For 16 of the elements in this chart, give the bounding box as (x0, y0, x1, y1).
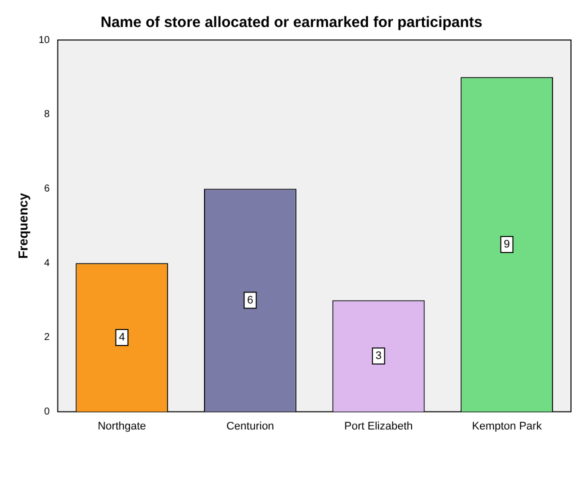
x-tick-label: Port Elizabeth (344, 420, 413, 432)
y-tick-label: 0 (44, 406, 50, 418)
y-tick-label: 4 (44, 258, 50, 269)
data-label: 9 (504, 238, 510, 251)
chart-title: Name of store allocated or earmarked for participants (100, 14, 482, 32)
y-tick-label: 10 (38, 34, 50, 46)
data-label: 6 (247, 294, 254, 306)
x-tick-label: Centurion (226, 420, 274, 432)
y-tick-label: 2 (44, 332, 50, 344)
data-label: 3 (375, 350, 382, 362)
y-tick-label: 8 (44, 109, 50, 120)
y-axis-title: Frequency (15, 192, 30, 259)
x-tick-label: Kempton Park (472, 420, 542, 432)
y-tick-label: 6 (44, 183, 50, 194)
x-tick-label: Northgate (98, 420, 146, 432)
data-label: 4 (118, 331, 125, 344)
